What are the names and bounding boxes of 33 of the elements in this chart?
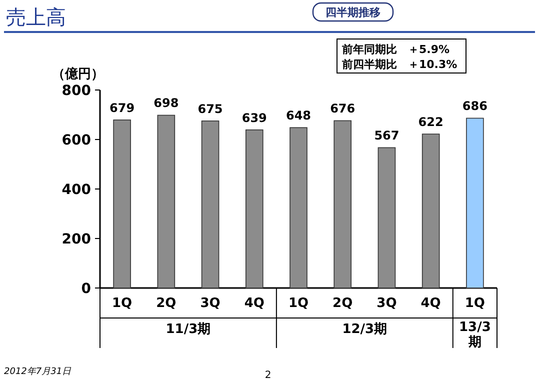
x-tick-label: 1Q bbox=[112, 296, 132, 311]
y-tick-label: 600 bbox=[62, 132, 92, 148]
data-label: 698 bbox=[154, 96, 179, 110]
data-label: 567 bbox=[374, 128, 400, 143]
data-label: 648 bbox=[286, 108, 312, 123]
y-tick-label: 200 bbox=[62, 232, 92, 248]
text: 11/3期 bbox=[166, 322, 211, 337]
data-label: 679 bbox=[110, 100, 135, 115]
x-tick-label: 4Q bbox=[420, 296, 441, 311]
x-tick-label: 3Q bbox=[376, 296, 397, 311]
x-tick-label: 1Q bbox=[288, 296, 309, 311]
chart-title: 売上高 bbox=[6, 5, 66, 29]
y-axis-title: （億円） bbox=[52, 66, 104, 82]
data-label: 675 bbox=[198, 102, 223, 116]
data-label: 622 bbox=[418, 115, 444, 130]
data-label: 639 bbox=[242, 110, 267, 125]
text: 13/3期 bbox=[459, 320, 491, 350]
text: 2012年7月31日 bbox=[4, 366, 72, 377]
x-tick-label: 2Q bbox=[156, 296, 176, 311]
data-label: 676 bbox=[330, 102, 356, 116]
text: 前四半期比 ＋10.3% bbox=[341, 58, 458, 71]
x-tick-label: 4Q bbox=[244, 296, 264, 311]
chart-subtitle: 四半期推移 bbox=[326, 6, 380, 19]
y-tick-label: 400 bbox=[62, 182, 92, 198]
x-tick-label: 2Q bbox=[332, 296, 353, 311]
x-tick-label: 3Q bbox=[200, 296, 220, 311]
text: 前年同期比 ＋5.9% bbox=[341, 43, 450, 56]
y-tick-label: 800 bbox=[62, 83, 92, 99]
data-label: 686 bbox=[462, 99, 488, 114]
y-tick-label: 0 bbox=[81, 281, 92, 297]
text: 12/3期 bbox=[342, 322, 388, 337]
x-tick-label: 1Q bbox=[464, 296, 485, 311]
text: 2 bbox=[264, 370, 272, 380]
